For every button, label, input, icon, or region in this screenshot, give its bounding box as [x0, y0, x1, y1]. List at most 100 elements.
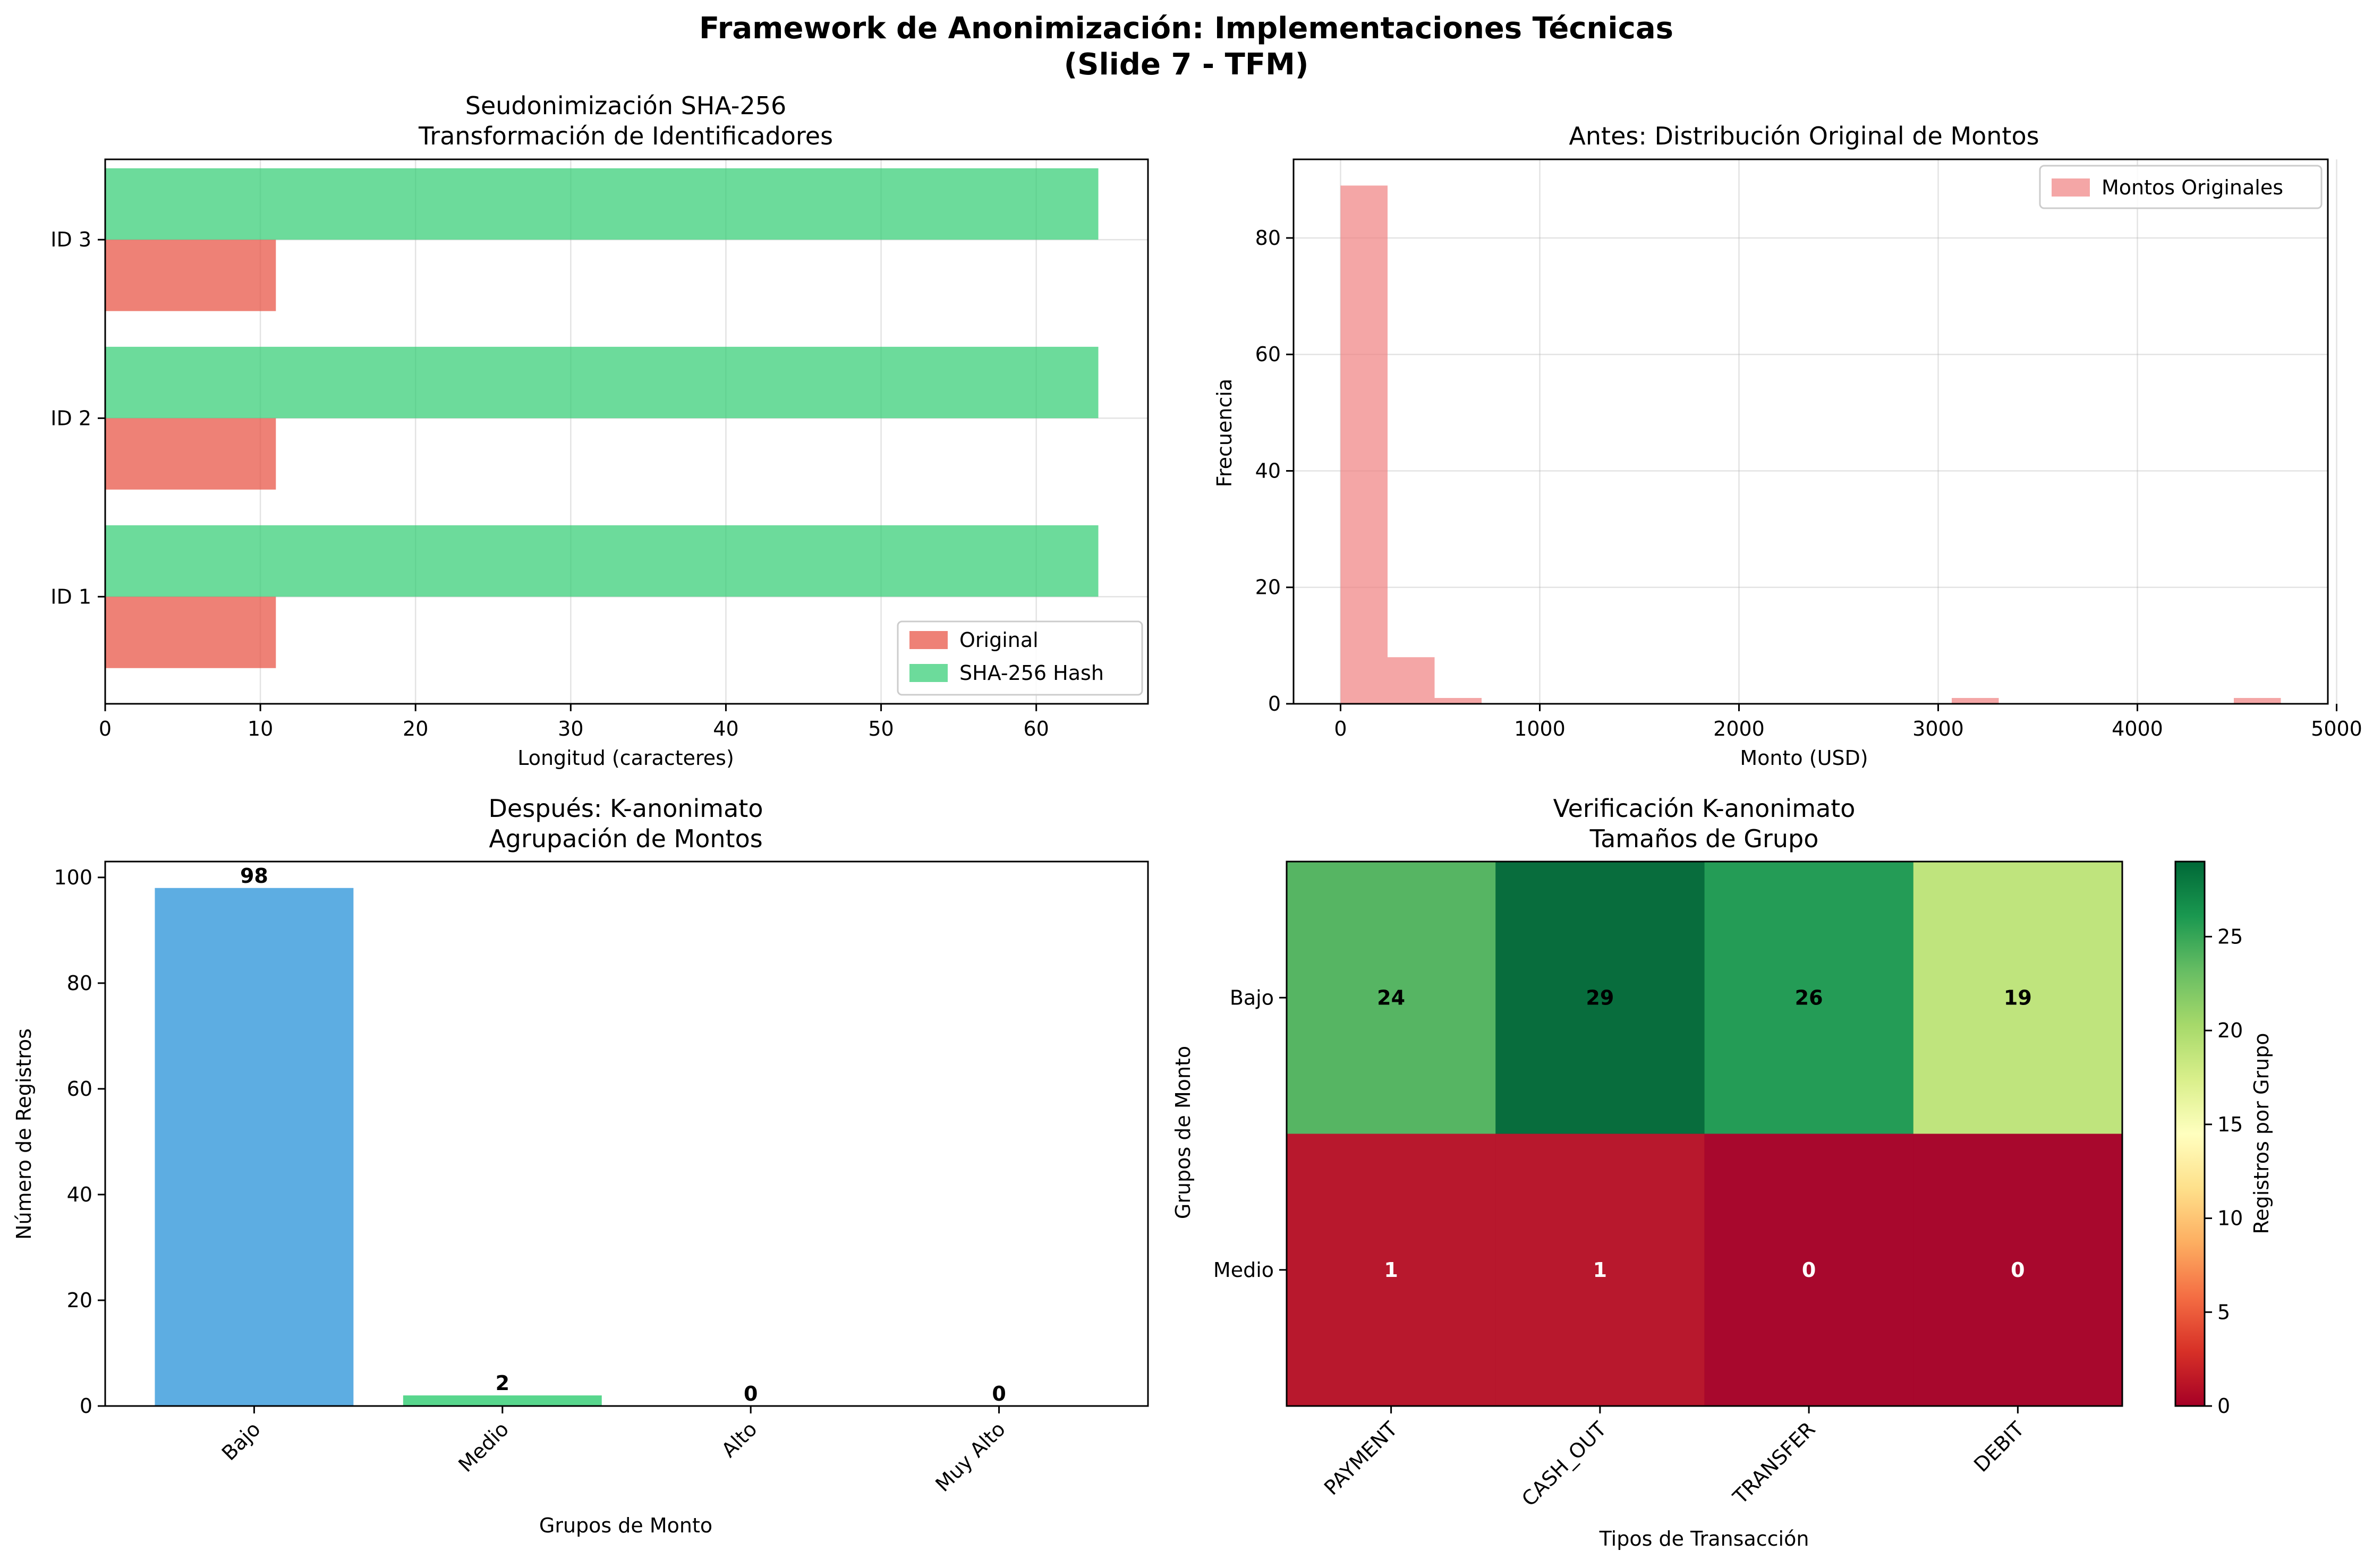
panel2-frame [1292, 158, 2329, 705]
panel4-x-tick-label: DEBIT [1969, 1417, 2029, 1477]
panel3-y-tick-label: 60 [67, 1077, 92, 1101]
panel2-y-axis-label: Frecuencia [1213, 379, 1236, 487]
panel3-x-tick-label: Bajo [217, 1417, 265, 1465]
panel4-cells: 24 29 26 19 1 1 0 0 [1287, 862, 2123, 1407]
bar-bajo [155, 888, 354, 1406]
heatmap-cell [1495, 862, 1705, 1134]
panel1-x-tick-label: 40 [713, 717, 738, 740]
colorbar-ticks: 0 5 10 15 20 25 [2205, 925, 2243, 1418]
panel3-x-tick-label: Muy Alto [931, 1417, 1010, 1496]
panel2-grid [1294, 159, 2337, 705]
panel2-x-tick-label: 4000 [2112, 717, 2163, 740]
panel-histogram-original: Antes: Distribución Original de Montos 0… [1213, 122, 2362, 770]
heatmap-cell [1704, 1134, 1914, 1407]
panel2-y-tick-label: 80 [1255, 226, 1281, 250]
panel2-y-tick-label: 20 [1255, 576, 1281, 599]
panel1-axes: 0 10 20 30 40 50 60 ID 1 ID 2 ID 3 [50, 158, 1149, 740]
panel1-legend: Original SHA-256 Hash [897, 620, 1143, 696]
panel3-frame [104, 860, 1149, 1407]
panel3-x-tick-label: Alto [717, 1417, 762, 1462]
panel3-y-tick-label: 80 [67, 972, 92, 995]
bar-value-label: 0 [992, 1382, 1006, 1405]
heatmap-cell-value: 0 [2011, 1258, 2025, 1282]
panel1-x-tick-label: 50 [868, 717, 894, 740]
heatmap-cell-value: 19 [2004, 986, 2032, 1009]
panel3-y-tick-label: 0 [80, 1394, 92, 1418]
figure-title: Framework de Anonimización: Implementaci… [699, 11, 1673, 46]
panel4-x-tick-label: TRANSFER [1728, 1417, 1819, 1509]
bar-sha256-1 [105, 525, 1099, 597]
heatmap-cell [1287, 1134, 1496, 1407]
legend-swatch-sha256 [909, 664, 948, 682]
figure-subtitle: (Slide 7 - TFM) [1064, 47, 1309, 82]
panel4-y-axis-label: Grupos de Monto [1171, 1046, 1195, 1219]
histogram-bar [1340, 185, 1388, 704]
panel1-x-axis-label: Longitud (caracteres) [517, 746, 734, 770]
panel3-y-tick-label: 100 [54, 866, 92, 889]
panel2-x-tick-label: 2000 [1713, 717, 1765, 740]
panel2-x-tick-label: 1000 [1514, 717, 1566, 740]
panel1-bars [105, 168, 1099, 668]
panel2-y-tick-label: 40 [1255, 459, 1281, 482]
heatmap-cell-value: 29 [1586, 986, 1614, 1009]
colorbar-label: Registros por Grupo [2250, 1033, 2273, 1234]
bar-sha256-3 [105, 168, 1099, 240]
colorbar-tick-label: 5 [2217, 1300, 2230, 1324]
panel2-x-tick-label: 3000 [1912, 717, 1964, 740]
panel4-title-line1: Verificación K-anonimato [1553, 794, 1856, 823]
heatmap-cell-value: 1 [1384, 1258, 1398, 1282]
panel2-y-tick-label: 60 [1255, 343, 1281, 366]
panel3-y-tick-label: 20 [67, 1289, 92, 1312]
legend-label-sha256: SHA-256 Hash [959, 661, 1104, 685]
panel2-x-tick-label: 5000 [2311, 717, 2362, 740]
heatmap-cell-value: 24 [1377, 986, 1405, 1009]
panel2-axes: 0 1000 2000 3000 4000 5000 0 20 40 60 80 [1255, 158, 2362, 740]
panel1-x-tick-label: 30 [558, 717, 583, 740]
panel2-y-tick-label: 0 [1268, 692, 1281, 715]
heatmap-cell [1913, 862, 2123, 1134]
heatmap-cell [1495, 1134, 1705, 1407]
panel1-frame [104, 158, 1149, 705]
panel3-x-axis-label: Grupos de Monto [539, 1514, 712, 1537]
histogram-bar [2234, 698, 2281, 704]
panel4-y-tick-label: Bajo [1230, 986, 1274, 1009]
panel4-x-tick-label: CASH_OUT [1517, 1417, 1611, 1511]
panel1-y-tick-label: ID 1 [50, 585, 91, 608]
panel2-legend: Montos Originales [2039, 165, 2323, 209]
panel2-x-axis-label: Monto (USD) [1740, 746, 1868, 770]
heatmap-cell-value: 26 [1795, 986, 1823, 1009]
colorbar-tick-label: 0 [2217, 1394, 2230, 1418]
heatmap-cell-value: 0 [1802, 1258, 1816, 1282]
histogram-bar [1434, 698, 1482, 704]
panel1-title-line2: Transformación de Identificadores [418, 122, 833, 150]
panel3-title-line1: Después: K-anonimato [489, 794, 763, 823]
legend-label-original: Original [959, 628, 1039, 652]
legend-swatch-original [909, 631, 948, 649]
histogram-bar [1388, 657, 1435, 704]
colorbar-tick-label: 10 [2217, 1207, 2243, 1230]
panel4-frame [1286, 860, 2123, 1407]
bar-value-label: 98 [240, 864, 268, 888]
panel1-x-tick-label: 20 [403, 717, 428, 740]
panel4-x-tick-label: PAYMENT [1320, 1417, 1402, 1500]
colorbar-tick-label: 25 [2217, 925, 2243, 948]
panel4-title-line2: Tamaños de Grupo [1589, 824, 1819, 853]
panel1-y-tick-label: ID 3 [50, 228, 91, 251]
bar-original-2 [105, 418, 276, 490]
heatmap-cell [1913, 1134, 2123, 1407]
panel3-title-line2: Agrupación de Montos [489, 824, 762, 853]
bar-value-label: 2 [496, 1371, 509, 1395]
bar-value-label: 0 [744, 1382, 758, 1405]
panel4-x-axis-label: Tipos de Transacción [1599, 1527, 1809, 1550]
panel3-bars: 98 2 0 0 [155, 864, 1006, 1406]
colorbar [2174, 860, 2206, 1407]
colorbar-tick-label: 20 [2217, 1019, 2243, 1042]
panel4-y-tick-label: Medio [1213, 1258, 1274, 1282]
legend-swatch-montos [2052, 178, 2090, 197]
panel3-y-tick-label: 40 [67, 1183, 92, 1206]
panel1-x-tick-label: 10 [248, 717, 273, 740]
bar-medio [403, 1395, 602, 1406]
panel1-x-tick-label: 60 [1023, 717, 1049, 740]
histogram-bar [1952, 698, 1999, 704]
